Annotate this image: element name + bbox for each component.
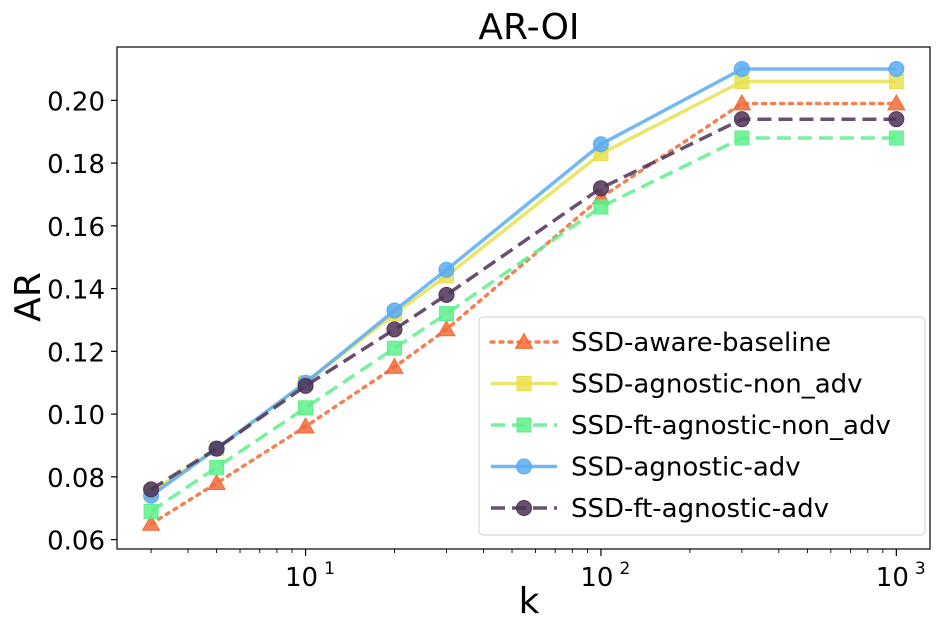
data-point [592,136,609,153]
data-point [888,111,905,128]
data-point [296,417,315,434]
y-tick-label: 0.16 [47,213,105,243]
data-point [386,302,403,319]
legend-label: SSD-aware-baseline [571,328,831,358]
legend: SSD-aware-baseline SSD-agnostic-non_adv SS… [478,316,926,536]
data-point [386,340,402,356]
x-tick-label-exponent: 2 [620,559,631,579]
legend-entry-4: SSD-ft-agnostic-adv [491,494,829,524]
series-2 [143,130,904,519]
x-tick-label: 10 [580,563,613,593]
data-point [143,481,160,498]
x-axis-label: k [519,581,540,622]
y-axis-label: AR [8,272,49,322]
legend-marker [516,500,532,516]
data-point [888,60,905,77]
data-point [438,286,455,303]
legend-marker [516,458,532,475]
data-point [437,319,456,337]
chart-title: AR-OI [478,7,579,48]
data-point [207,473,226,490]
data-point [593,199,609,215]
data-point [733,60,750,77]
legend-entry-2: SSD-ft-agnostic-non_adv [491,411,891,441]
data-point [298,400,314,416]
data-point [297,377,314,394]
legend-label: SSD-ft-agnostic-non_adv [571,411,891,441]
series-4 [143,111,905,498]
x-tick-label-exponent: 1 [324,559,335,579]
data-point [438,261,455,278]
legend-entry-3: SSD-agnostic-adv [491,453,801,483]
y-tick-label: 0.20 [47,87,105,117]
data-point [208,440,225,457]
legend-marker [516,417,532,433]
plot-frame [116,46,931,550]
plot-area [141,60,906,531]
y-tick-label: 0.06 [47,527,105,557]
series-line [149,101,899,526]
data-point [732,93,752,111]
data-point [734,130,750,146]
data-point [141,514,161,531]
data-point [143,503,159,519]
data-point [438,306,454,322]
legend-label: SSD-agnostic-adv [571,453,801,483]
y-tick-label: 0.08 [47,464,105,494]
legend-label: SSD-ft-agnostic-adv [571,494,829,524]
legend-entry-1: SSD-agnostic-non_adv [491,370,863,400]
data-point [888,130,904,146]
legend-marker [516,376,532,391]
y-tick-label: 0.18 [47,150,105,180]
legend-box [478,316,926,536]
x-tick-label-exponent: 3 [915,559,926,579]
axes: 0.06 0.08 0.10 0.12 0.14 0.16 0.18 0.20 10 1 10 2 10… [47,46,931,593]
data-point [733,111,750,128]
data-point [592,180,609,197]
legend-entry-0: SSD-aware-baseline [489,328,831,358]
data-point [385,357,404,374]
series-line [150,136,897,513]
legend-label: SSD-agnostic-non_adv [571,370,863,400]
y-tick-label: 0.14 [47,276,105,306]
data-point [386,321,403,338]
y-tick-label: 0.12 [47,338,105,368]
y-tick-label: 0.10 [47,401,105,431]
series-line [150,117,897,491]
data-point [886,93,906,111]
data-point [209,459,225,475]
x-tick-label: 10 [876,563,909,593]
x-tick-label: 10 [285,563,318,593]
legend-marker [514,332,534,349]
